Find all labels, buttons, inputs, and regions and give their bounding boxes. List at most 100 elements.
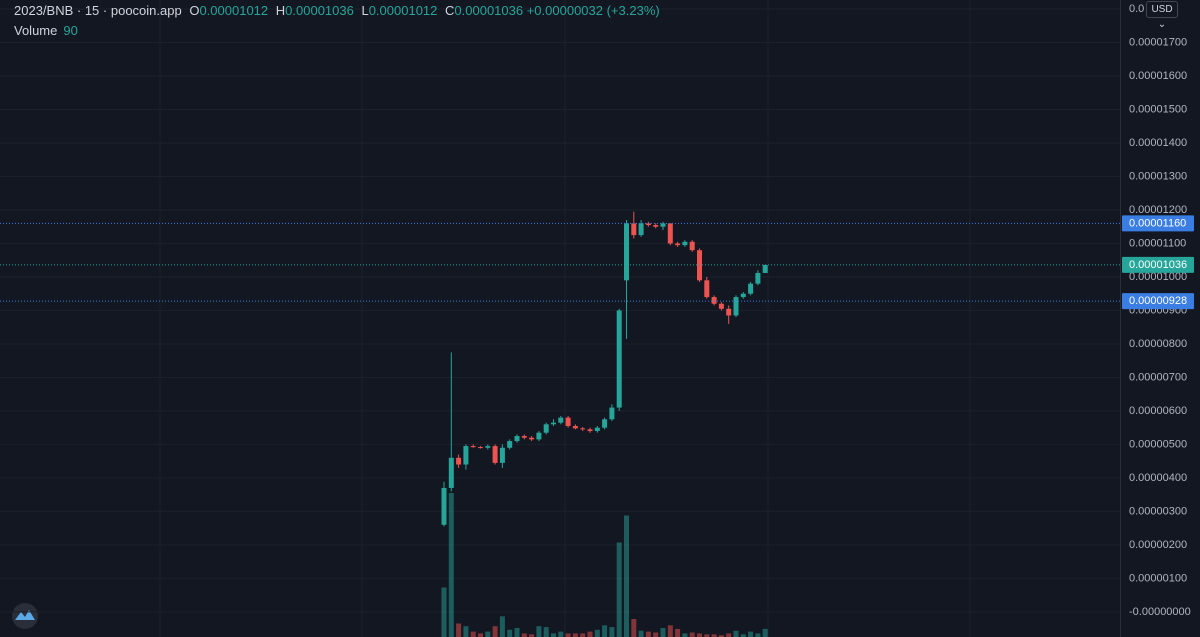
volume-value: 90 <box>63 23 78 38</box>
volume-bar <box>463 626 469 637</box>
candle-body <box>748 283 754 294</box>
candle-body <box>762 264 768 273</box>
candle-body <box>711 297 717 304</box>
volume-bar <box>689 632 695 637</box>
volume-bar <box>485 631 491 637</box>
volume-bar <box>667 625 673 637</box>
y-tick-label: 0.00000700 <box>1129 371 1187 383</box>
price-label-box <box>1122 293 1194 310</box>
volume-bar <box>529 634 535 637</box>
candle-body <box>733 297 739 316</box>
candle-body <box>689 241 695 251</box>
currency: USD <box>1151 4 1173 15</box>
volume-bar <box>653 632 659 637</box>
volume-bar <box>733 630 739 637</box>
volume-bar <box>624 515 629 637</box>
volume-bar <box>762 628 768 637</box>
o-value: 0.00001012 <box>199 3 269 18</box>
volume-bar <box>565 633 571 637</box>
volume-bar <box>456 623 462 637</box>
volume-bar <box>711 634 717 637</box>
price-label-box <box>1122 256 1194 273</box>
vertical-grid <box>159 0 971 637</box>
candle-body <box>485 446 491 448</box>
candle-body <box>653 225 659 227</box>
candle-body <box>645 223 651 226</box>
volume-bar <box>448 493 454 637</box>
volume-bar <box>499 616 505 637</box>
volume-bar <box>726 633 732 637</box>
candle-body <box>704 280 710 298</box>
volume-bars <box>441 493 768 637</box>
candle-body <box>565 417 571 427</box>
volume-bar <box>718 635 724 637</box>
y-tick-label: 0.0 <box>1129 3 1144 15</box>
candle-body <box>543 424 549 433</box>
l-value: 0.00001012 <box>368 3 438 18</box>
volume-bar <box>514 628 520 637</box>
interval: 15 <box>84 3 100 18</box>
volume-bar <box>609 627 615 637</box>
y-tick-label: 0.00000200 <box>1129 539 1187 551</box>
volume-bar <box>470 631 476 637</box>
o-label: O <box>189 3 200 18</box>
logo-circle <box>12 603 38 629</box>
y-tick-label: 0.00001100 <box>1129 237 1186 249</box>
volume-bar <box>602 625 608 637</box>
l-label: L <box>361 3 369 18</box>
candles <box>441 211 768 527</box>
candle-body <box>529 437 535 440</box>
candle-body <box>521 436 527 438</box>
candle-body <box>682 241 688 246</box>
change: +0.00000032 (+3.23%) <box>526 3 660 18</box>
volume-bar <box>748 631 754 637</box>
currency-button[interactable]: USD ⌄ <box>1146 1 1178 30</box>
volume-bar <box>645 631 651 637</box>
volume-bar <box>551 633 556 637</box>
price-label: 0.00001036 <box>1129 259 1187 271</box>
candle-body <box>675 243 681 246</box>
candle-body <box>572 426 578 429</box>
h-value: 0.00001036 <box>285 3 354 18</box>
price-label-box <box>1122 215 1194 232</box>
y-tick-label: 0.00001400 <box>1129 137 1187 149</box>
candle-body <box>594 427 600 432</box>
volume-bar <box>536 626 542 637</box>
y-tick-label: -0.00000000 <box>1129 606 1191 618</box>
candle-body <box>441 487 447 525</box>
candle-body <box>740 293 746 298</box>
y-tick-label: 0.00001200 <box>1129 204 1187 216</box>
volume-bar <box>492 626 498 637</box>
c-label: C <box>445 3 455 18</box>
candle-body <box>726 308 732 316</box>
y-tick-label: 0.00000500 <box>1129 438 1187 450</box>
y-tick-label: 0.00001500 <box>1129 103 1187 115</box>
source: poocoin.app <box>110 3 182 18</box>
volume-bar <box>580 633 586 637</box>
volume-bar <box>558 631 564 637</box>
logo <box>12 603 38 629</box>
candle-body <box>631 223 637 236</box>
volume-bar <box>631 619 637 637</box>
legend-header: 2023/BNB · 15 · poocoin.app O0.00001012 … <box>14 3 660 18</box>
candle-body <box>507 441 513 448</box>
y-tick-label: 0.00001300 <box>1129 170 1187 182</box>
volume-bar <box>441 587 447 637</box>
candle-body <box>470 446 476 448</box>
volume-bar <box>704 634 710 637</box>
volume-bar <box>638 630 644 637</box>
candle-body <box>558 417 564 423</box>
y-tick-label: 0.00000600 <box>1129 405 1187 417</box>
candle-body <box>456 457 462 465</box>
volume-bar <box>521 633 527 637</box>
volume-bar <box>543 627 549 637</box>
y-tick-label: 0.00000300 <box>1129 505 1187 517</box>
candle-body <box>499 447 505 463</box>
candle-body <box>463 446 469 465</box>
candle-body <box>551 422 556 425</box>
volume-label: Volume <box>14 23 58 38</box>
candle-body <box>667 223 673 244</box>
volume-bar <box>478 633 483 637</box>
